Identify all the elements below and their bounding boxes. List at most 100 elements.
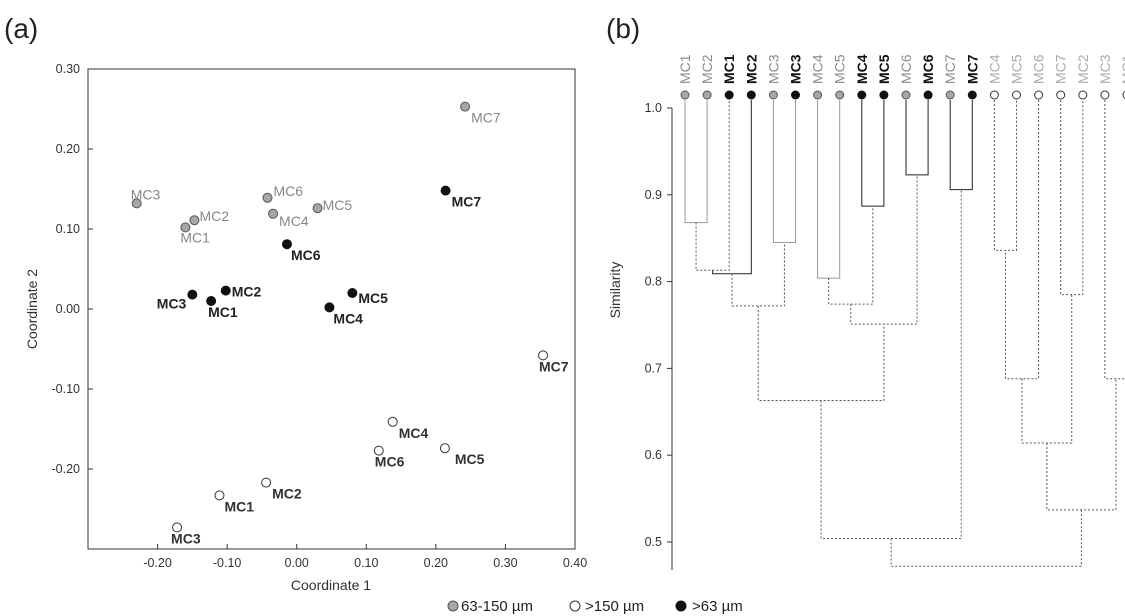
scatter-point-label: MC2 bbox=[199, 208, 229, 224]
dendro-leaf-label: MC6 bbox=[920, 54, 936, 84]
scatter-point-label: MC4 bbox=[279, 213, 309, 229]
dendrogram-links bbox=[684, 100, 1125, 567]
dendro-leaf-marker-gray-mc5 bbox=[835, 90, 845, 100]
x-tick-label: 0.10 bbox=[354, 556, 378, 570]
dendro-leaf-marker-black-mc4 bbox=[857, 90, 867, 100]
y-tick-label: -0.10 bbox=[52, 382, 81, 396]
dendro-leaf-label: MC5 bbox=[832, 54, 848, 84]
scatter-point-gray-mc1 bbox=[180, 222, 191, 233]
scatter-point-gray-mc2 bbox=[189, 215, 200, 226]
scatter-point-black-mc3 bbox=[187, 289, 198, 300]
scatter-point-label: MC5 bbox=[323, 197, 353, 213]
dendro-leaf-label: MC6 bbox=[898, 54, 914, 84]
dendro-leaf-label: MC5 bbox=[1009, 54, 1025, 84]
dendro-link-c12 bbox=[949, 100, 973, 191]
dendro-leaf-marker-gray-mc1 bbox=[680, 90, 690, 100]
x-tick-label: 0.00 bbox=[285, 556, 309, 570]
dendro-leaf-label: MC4 bbox=[810, 54, 826, 84]
scatter-point-gray-mc4 bbox=[268, 208, 279, 219]
scatter-point-gray-mc6 bbox=[262, 192, 273, 203]
dendro-y-tick-label: 0.9 bbox=[645, 188, 662, 202]
scatter-point-label: MC7 bbox=[471, 110, 501, 126]
dendro-leaf-label: MC3 bbox=[1097, 54, 1113, 84]
x-tick-label: 0.30 bbox=[493, 556, 517, 570]
dendro-link-c11 bbox=[757, 305, 885, 401]
dendrogram: 1.00.90.80.70.60.5 Similarity MC1 MC2 MC1 M… bbox=[607, 54, 1125, 570]
dendro-link-c7 bbox=[861, 100, 885, 207]
dendro-leaf-marker-white-mc7 bbox=[1056, 90, 1066, 100]
legend-white-marker bbox=[569, 600, 581, 612]
dendro-link-c20 bbox=[890, 509, 1082, 567]
y-tick-label: 0.30 bbox=[56, 62, 80, 76]
dendro-leaf-label: MC2 bbox=[699, 54, 715, 84]
dendro-link-c15 bbox=[1004, 100, 1040, 380]
dendro-link-c1 bbox=[684, 100, 708, 224]
dendro-link-c17 bbox=[1021, 294, 1073, 444]
scatter-point-label: MC2 bbox=[232, 284, 262, 300]
x-tick-label: 0.20 bbox=[424, 556, 448, 570]
y-tick-label: -0.20 bbox=[52, 462, 81, 476]
scatter-point-label: MC4 bbox=[399, 425, 429, 441]
scatter-point-label: MC7 bbox=[452, 194, 482, 210]
scatter-point-white-mc3 bbox=[172, 522, 183, 533]
scatter-point-black-mc6 bbox=[281, 239, 292, 250]
scatter-point-label: MC6 bbox=[375, 454, 405, 470]
scatter-point-white-mc1 bbox=[214, 490, 225, 501]
dendro-leaf-marker-white-mc3 bbox=[1100, 90, 1110, 100]
scatter-point-label: MC6 bbox=[291, 247, 321, 263]
dendro-leaf-label: MC3 bbox=[788, 54, 804, 84]
dendro-leaf-marker-gray-mc2 bbox=[702, 90, 712, 100]
dendro-leaf-marker-gray-mc7 bbox=[945, 90, 955, 100]
dendro-link-c6 bbox=[817, 100, 841, 279]
x-tick-label: -0.10 bbox=[213, 556, 242, 570]
dendro-leaf-marker-black-mc3 bbox=[791, 90, 800, 100]
dendro-leaf-label: MC7 bbox=[964, 54, 980, 84]
dendro-leaf-marker-gray-mc6 bbox=[901, 90, 911, 100]
dendro-link-c16 bbox=[1060, 100, 1084, 296]
legend-item-63-150: 63-150 µm bbox=[447, 598, 533, 615]
dendrogram-y-axis-title: Similarity bbox=[607, 262, 623, 319]
scatter-point-gray-mc5 bbox=[312, 203, 323, 214]
scatter-point-black-mc2 bbox=[220, 285, 231, 296]
x-tick-label: 0.40 bbox=[563, 556, 587, 570]
scatter-plot: -0.20 -0.10 0.00 0.10 0.20 0.30 0.40 0.300.200… bbox=[24, 62, 587, 593]
legend-label-150: >150 µm bbox=[585, 598, 644, 615]
dendro-link-c10 bbox=[850, 174, 918, 325]
y-tick-label: 0.10 bbox=[56, 222, 80, 236]
dendro-leaf-label: MC4 bbox=[854, 54, 870, 84]
dendro-leaf-label: MC1 bbox=[1119, 54, 1125, 84]
scatter-point-black-mc4 bbox=[324, 302, 335, 313]
dendro-link-c9 bbox=[905, 100, 929, 176]
scatter-point-white-mc7 bbox=[537, 350, 548, 361]
dendro-y-tick-label: 0.5 bbox=[645, 535, 662, 549]
scatter-point-label: MC3 bbox=[171, 530, 201, 546]
dendro-link-c3 bbox=[712, 100, 752, 275]
dendro-y-tick-label: 0.7 bbox=[645, 361, 662, 375]
dendro-leaf-marker-white-mc4 bbox=[989, 90, 999, 100]
dendro-link-c2 bbox=[695, 100, 730, 271]
dendro-leaf-label: MC2 bbox=[743, 54, 759, 84]
dendro-leaf-marker-white-mc2 bbox=[1078, 90, 1088, 100]
dendrogram-y-ticks: 1.0 0.9 0.8 0.7 0.6 0.5 bbox=[645, 101, 672, 549]
scatter-point-label: MC4 bbox=[333, 310, 363, 326]
dendro-link-c4 bbox=[772, 100, 796, 244]
scatter-x-ticks: -0.20 -0.10 0.00 0.10 0.20 0.30 0.40 bbox=[143, 544, 587, 570]
scatter-point-gray-mc3 bbox=[131, 198, 142, 209]
scatter-x-axis-title: Coordinate 1 bbox=[291, 577, 371, 593]
dendro-link-c13 bbox=[820, 189, 962, 539]
scatter-point-label: MC1 bbox=[180, 229, 210, 245]
dendro-y-tick-label: 0.8 bbox=[645, 275, 662, 289]
legend-gray-marker bbox=[447, 600, 459, 612]
scatter-point-label: MC6 bbox=[273, 183, 303, 199]
dendro-leaf-marker-black-mc1 bbox=[724, 90, 734, 100]
dendro-leaf-label: MC3 bbox=[765, 54, 781, 84]
dendro-link-c8 bbox=[828, 206, 874, 305]
dendro-leaf-marker-gray-mc3 bbox=[768, 90, 778, 100]
dendro-leaf-marker-black-mc2 bbox=[746, 90, 756, 100]
dendro-link-c19 bbox=[1046, 378, 1117, 511]
dendro-y-tick-label: 0.6 bbox=[645, 448, 662, 462]
panel-b-label: (b) bbox=[606, 13, 640, 44]
dendro-leaf-label: MC7 bbox=[942, 54, 958, 84]
dendro-leaf-marker-black-mc6 bbox=[923, 90, 933, 100]
